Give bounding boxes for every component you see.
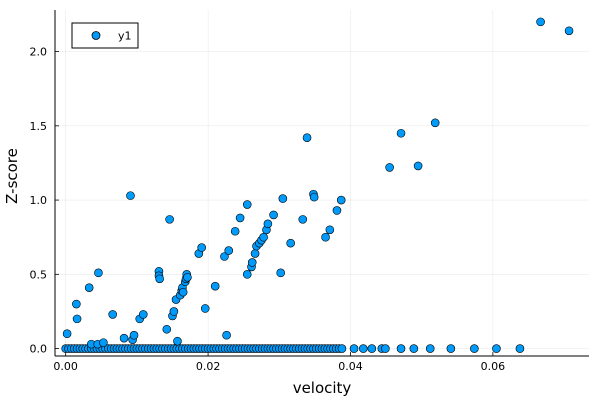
data-point — [220, 252, 229, 261]
data-point — [138, 310, 148, 319]
data-point — [259, 232, 268, 242]
data-point — [129, 330, 139, 340]
data-point — [446, 344, 456, 353]
data-point — [381, 344, 390, 353]
data-point — [409, 344, 419, 353]
x-axis-title: velocity — [293, 379, 352, 397]
data-points — [61, 17, 574, 353]
data-point — [470, 344, 479, 353]
data-point — [119, 333, 129, 343]
data-point — [247, 258, 257, 267]
data-point — [230, 226, 240, 236]
legend-box — [71, 22, 139, 49]
y-tick-label: 0.5 — [30, 268, 48, 281]
data-point — [108, 310, 117, 319]
y-tick-label: 1.5 — [30, 120, 48, 133]
data-point — [309, 192, 319, 202]
data-point — [183, 272, 192, 282]
data-point — [564, 26, 574, 36]
grid-lines — [55, 10, 589, 356]
data-point — [72, 299, 81, 309]
data-point — [396, 344, 406, 353]
data-point — [178, 287, 188, 297]
data-point — [235, 213, 245, 223]
data-point — [242, 200, 252, 209]
x-tick-label: 0.04 — [338, 360, 363, 373]
data-point — [425, 344, 435, 353]
data-point — [200, 304, 210, 313]
legend-marker — [91, 31, 101, 40]
data-point — [385, 163, 394, 172]
y-tick-label: 1.0 — [30, 194, 48, 207]
y-tick-labels: 0.0 0.5 1.0 1.5 2.0 — [30, 46, 48, 356]
data-point — [222, 330, 231, 340]
data-point — [276, 268, 286, 278]
data-point — [286, 238, 295, 248]
data-point — [515, 344, 525, 353]
data-point — [165, 215, 174, 224]
data-point — [492, 344, 501, 353]
data-point — [224, 246, 234, 255]
data-point — [325, 225, 335, 235]
data-point — [278, 194, 288, 203]
data-point — [413, 161, 423, 171]
x-tick-labels: 0.00 0.02 0.04 0.06 — [53, 360, 505, 373]
data-point — [72, 314, 82, 324]
data-point — [126, 191, 135, 200]
data-point — [336, 195, 346, 205]
data-point — [169, 307, 179, 316]
data-point — [263, 219, 273, 229]
data-point — [269, 210, 278, 220]
x-tick-label: 0.06 — [481, 360, 506, 373]
legend: y1 — [71, 22, 139, 49]
data-point — [332, 206, 342, 215]
data-point — [162, 324, 172, 334]
data-point — [62, 329, 72, 339]
data-point — [99, 338, 108, 347]
data-point — [396, 128, 406, 138]
data-point — [197, 243, 206, 252]
x-tick-label: 0.02 — [196, 360, 221, 373]
y-axis-title: Z-score — [3, 148, 21, 204]
data-point — [536, 17, 545, 27]
legend-label: y1 — [118, 30, 132, 43]
data-point — [155, 274, 164, 284]
y-tick-label: 2.0 — [30, 46, 48, 59]
data-point — [321, 232, 330, 242]
data-point — [302, 133, 312, 143]
data-point — [84, 283, 94, 292]
data-point — [358, 344, 368, 353]
data-point — [250, 249, 260, 258]
data-point — [210, 281, 220, 291]
data-point — [298, 215, 308, 224]
data-point — [242, 270, 252, 279]
data-point — [173, 336, 182, 346]
x-tick-label: 0.00 — [53, 360, 78, 373]
axes — [54, 10, 589, 357]
data-point — [337, 344, 347, 353]
data-point — [430, 118, 440, 128]
y-tick-label: 0.0 — [30, 343, 48, 356]
data-point — [349, 344, 359, 353]
data-point — [94, 268, 103, 278]
data-point — [367, 344, 377, 353]
